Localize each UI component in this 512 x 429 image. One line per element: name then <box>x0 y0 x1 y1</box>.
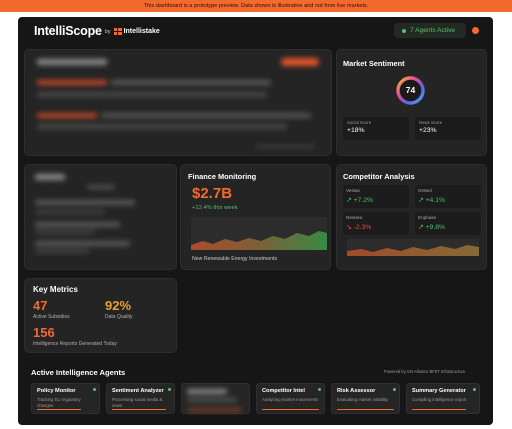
agents-active-badge[interactable]: 7 Agents Active <box>394 23 466 38</box>
agent-name: Summary Generator <box>412 388 466 394</box>
competitor-name: Vestas <box>346 188 360 193</box>
agent-status-dot-icon <box>318 388 321 391</box>
agent-progress-bar <box>37 408 81 410</box>
agent-card-sentiment-analyzer[interactable]: Sentiment Analyzer Processing social med… <box>106 383 175 414</box>
competitor-change: ↗ +4.1% <box>418 197 446 204</box>
agent-status: Analyzing market movements <box>262 397 319 402</box>
intelligence-summary-card <box>24 49 332 156</box>
agent-card-policy-monitor[interactable]: Policy Monitor Tracking EU regulatory ch… <box>31 383 100 414</box>
news-score-value: +23% <box>419 127 437 134</box>
competitor-change: ↗ +9.8% <box>418 224 446 231</box>
news-score-box: News Score +23% <box>415 117 481 140</box>
finance-amount: $2.7B <box>192 185 233 202</box>
reports-value: 156 <box>33 325 55 340</box>
agent-card-risk-assessor[interactable]: Risk Assessor Evaluating market volatili… <box>331 383 400 414</box>
agent-status-dot-icon <box>93 388 96 391</box>
competitor-name: Enphase <box>418 215 437 220</box>
agent-status-dot-icon <box>393 388 396 391</box>
finance-monitoring-card: Finance Monitoring $2.7B +12.4% this wee… <box>180 164 331 270</box>
powered-by-text: Powered by ASI Alliance BFET Infrastruct… <box>384 369 466 374</box>
status-dot-icon <box>402 28 406 33</box>
sentiment-gauge: 74 <box>394 74 427 107</box>
social-score-box: Social Score +18% <box>343 117 409 140</box>
prototype-banner: This dashboard is a prototype preview. D… <box>0 0 512 12</box>
competitor-item[interactable]: Orsted ↗ +4.1% <box>415 185 481 208</box>
news-feed-card <box>24 164 177 270</box>
agent-card-summary-generator[interactable]: Summary Generator Compiling intelligence… <box>406 383 480 414</box>
agent-name: Risk Assessor <box>337 388 376 394</box>
key-metrics-card: Key Metrics 47 Active Subsidies 92% Data… <box>24 278 177 353</box>
competitor-item[interactable]: Nextera ↘ -2.3% <box>343 212 409 235</box>
reports-label: Intelligence Reports Generated Today <box>33 341 117 347</box>
agent-name: Competitor Intel <box>262 388 305 394</box>
competitor-name: Nextera <box>346 215 363 220</box>
agent-status: Processing social media & news <box>112 397 163 408</box>
dashboard: IntelliScope by Intellistake 7 Agents Ac… <box>18 17 493 425</box>
finance-title: Finance Monitoring <box>188 172 257 181</box>
app-logo[interactable]: IntelliScope <box>34 23 102 38</box>
agent-status: Compiling intelligence report <box>412 397 467 402</box>
market-sentiment-title: Market Sentiment <box>343 59 405 68</box>
subsidies-value: 47 <box>33 298 48 313</box>
header: IntelliScope by Intellistake <box>18 17 493 44</box>
subsidies-label: Active Subsidies <box>33 314 70 320</box>
logo-by-text: by <box>104 29 111 35</box>
agent-name: Sentiment Analyzer <box>112 388 164 394</box>
agent-status-dot-icon <box>168 388 171 391</box>
agent-name: Policy Monitor <box>37 388 76 394</box>
social-score-label: Social Score <box>347 120 372 125</box>
finance-area-chart <box>191 217 327 250</box>
agent-progress-bar <box>337 408 394 410</box>
finance-caption: New Renewable Energy Investments <box>192 256 278 262</box>
brand-name: Intellistake <box>123 28 160 35</box>
competitor-name: Orsted <box>418 188 432 193</box>
competitor-change: ↘ -2.3% <box>346 224 372 231</box>
agent-card-competitor-intel[interactable]: Competitor Intel Analyzing market moveme… <box>256 383 325 414</box>
competitor-title: Competitor Analysis <box>343 172 415 181</box>
competitor-change: ↗ +7.2% <box>346 197 374 204</box>
data-quality-value: 92% <box>105 298 132 313</box>
agent-progress-bar <box>262 408 319 410</box>
notification-icon[interactable] <box>472 27 479 34</box>
agent-card-hidden[interactable] <box>181 383 250 414</box>
agent-progress-bar <box>112 408 166 410</box>
agent-status: Tracking EU regulatory changes <box>37 397 81 408</box>
agent-status-dot-icon <box>473 388 476 391</box>
news-score-label: News Score <box>419 120 443 125</box>
competitor-area-chart <box>347 239 479 256</box>
key-metrics-title: Key Metrics <box>33 285 78 294</box>
competitor-analysis-card: Competitor Analysis Vestas ↗ +7.2% Orste… <box>336 164 487 270</box>
agent-progress-bar <box>412 408 466 410</box>
agents-active-label: 7 Agents Active <box>410 27 456 34</box>
sentiment-score: 74 <box>405 85 416 95</box>
data-quality-label: Data Quality <box>105 314 133 320</box>
social-score-value: +18% <box>347 127 365 134</box>
competitor-item[interactable]: Enphase ↗ +9.8% <box>415 212 481 235</box>
competitor-item[interactable]: Vestas ↗ +7.2% <box>343 185 409 208</box>
agents-section-title: Active Intelligence Agents <box>31 368 126 377</box>
agent-status: Evaluating market volatility <box>337 397 388 402</box>
finance-change: +12.4% this week <box>192 205 238 211</box>
market-sentiment-card: Market Sentiment 74 Social Score +18% <box>336 49 487 156</box>
brand-mark-icon <box>113 28 122 35</box>
